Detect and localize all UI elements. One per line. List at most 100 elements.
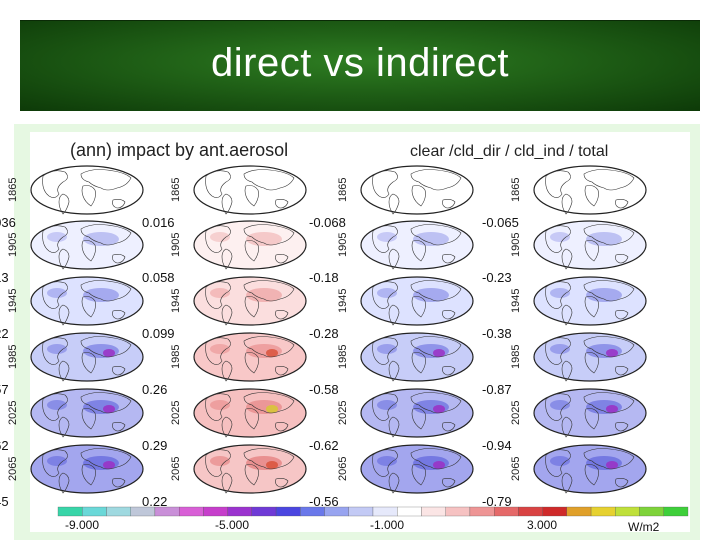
continent-outline <box>275 310 289 320</box>
year-label: 1905 <box>510 232 522 257</box>
continent-outline <box>243 224 295 246</box>
value-label: 0.058 <box>142 270 175 285</box>
year-label: 1865 <box>510 177 522 202</box>
colorbar-swatch <box>106 506 131 517</box>
continent-outline <box>205 170 231 198</box>
continent-outline <box>583 224 635 246</box>
continent-outline <box>80 224 132 246</box>
map-panel <box>360 332 474 382</box>
continent-outline <box>411 464 426 486</box>
continent-outline <box>561 416 573 438</box>
year-label: 1945 <box>7 288 19 313</box>
aerosol-hotspot <box>210 456 230 466</box>
continent-outline <box>244 408 259 430</box>
year-label: 1945 <box>510 288 522 313</box>
continent-outline <box>410 448 462 470</box>
continent-outline <box>388 248 400 270</box>
continent-outline <box>545 225 571 253</box>
continent-outline <box>112 366 126 376</box>
value-label: -0.036 <box>0 215 16 230</box>
continent-outline <box>42 449 68 477</box>
continent-outline <box>545 281 571 309</box>
continent-outline <box>42 170 68 198</box>
aerosol-hotspot <box>83 288 119 302</box>
map-panel <box>533 388 647 438</box>
continent-outline <box>410 169 462 191</box>
continent-outline <box>584 408 599 430</box>
continent-outline <box>410 224 462 246</box>
continent-outline <box>244 185 259 207</box>
map-panel <box>533 444 647 494</box>
aerosol-hotspot <box>246 232 282 246</box>
colorbar-swatch <box>348 506 374 517</box>
year-label: 2065 <box>510 456 522 481</box>
continent-outline <box>410 336 462 358</box>
continent-outline <box>243 392 295 414</box>
map-panel <box>193 444 307 494</box>
year-label: 2025 <box>170 400 182 425</box>
aerosol-hotspot <box>433 349 445 357</box>
colorbar-tick-label: 3.000 <box>526 518 558 532</box>
continent-outline <box>80 169 132 191</box>
continent-outline <box>410 392 462 414</box>
continent-outline <box>112 422 126 432</box>
value-label: -0.94 <box>482 438 512 453</box>
value-label: -0.13 <box>0 270 9 285</box>
continent-outline <box>584 464 599 486</box>
aerosol-hotspot <box>550 288 570 298</box>
continent-outline <box>561 360 573 382</box>
continent-outline <box>205 393 231 421</box>
aerosol-hotspot <box>413 232 449 246</box>
colorbar-tick-label: -1.000 <box>369 518 405 532</box>
aerosol-hotspot <box>550 344 570 354</box>
continent-outline <box>545 170 571 198</box>
continent-outline <box>244 296 259 318</box>
continent-outline <box>58 304 70 326</box>
continent-outline <box>442 422 456 432</box>
aerosol-hotspot <box>266 349 278 357</box>
continent-outline <box>243 169 295 191</box>
continent-outline <box>442 254 456 264</box>
aerosol-hotspot <box>377 232 397 242</box>
continent-outline <box>411 185 426 207</box>
continent-outline <box>545 337 571 365</box>
aerosol-hotspot <box>210 232 230 242</box>
continent-outline <box>112 254 126 264</box>
colorbar-swatch <box>397 506 422 517</box>
map-panel <box>30 276 144 326</box>
year-label: 2065 <box>337 456 349 481</box>
continent-outline <box>615 199 629 209</box>
value-label: -0.45 <box>0 494 9 509</box>
map-panel <box>533 332 647 382</box>
colorbar-swatch <box>445 506 471 517</box>
aerosol-hotspot <box>266 405 278 413</box>
colorbar-swatch <box>203 506 228 517</box>
continent-outline <box>411 352 426 374</box>
map-panel <box>193 332 307 382</box>
colorbar-tick-label: -9.000 <box>64 518 100 532</box>
continent-outline <box>545 393 571 421</box>
year-label: 1905 <box>337 232 349 257</box>
year-label: 1865 <box>337 177 349 202</box>
continent-outline <box>81 185 96 207</box>
continent-outline <box>388 360 400 382</box>
map-panel <box>360 276 474 326</box>
continent-outline <box>411 408 426 430</box>
continent-outline <box>372 281 398 309</box>
continent-outline <box>112 478 126 488</box>
title-bar: direct vs indirect <box>20 20 700 111</box>
colorbar-swatch <box>275 506 301 517</box>
continent-outline <box>80 448 132 470</box>
year-label: 1985 <box>170 344 182 369</box>
continent-outline <box>221 193 233 215</box>
aerosol-hotspot <box>606 349 618 357</box>
continent-outline <box>442 310 456 320</box>
continent-outline <box>561 193 573 215</box>
continent-outline <box>545 449 571 477</box>
value-label: -0.62 <box>309 438 339 453</box>
continent-outline <box>615 366 629 376</box>
continent-outline <box>583 169 635 191</box>
continent-outline <box>372 337 398 365</box>
continent-outline <box>221 416 233 438</box>
